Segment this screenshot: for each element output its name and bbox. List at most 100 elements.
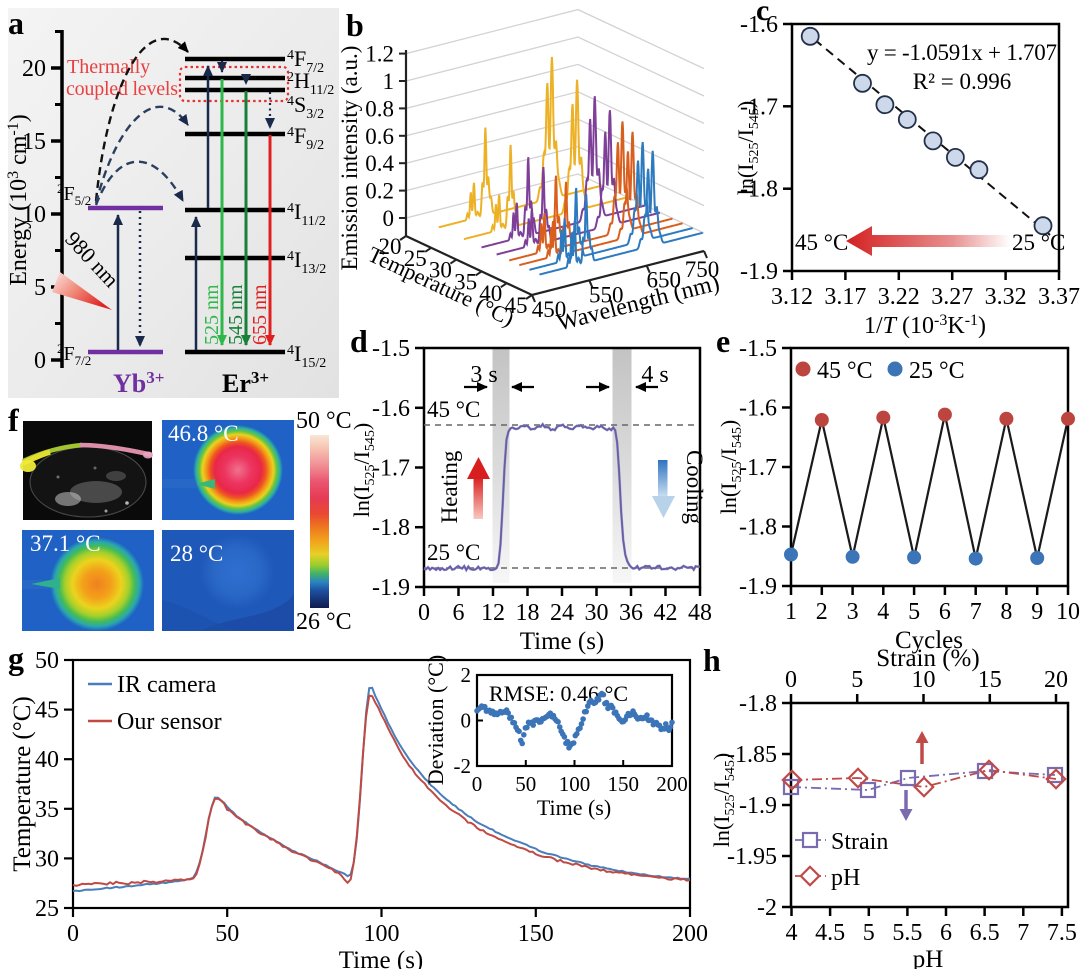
svg-text:25: 25 — [35, 896, 59, 922]
svg-text:0.6: 0.6 — [365, 124, 394, 149]
svg-text:25 °C: 25 °C — [909, 358, 965, 384]
svg-text:-2: -2 — [454, 754, 472, 778]
svg-text:4 s: 4 s — [641, 362, 668, 388]
svg-text:36: 36 — [619, 600, 643, 626]
svg-text:Deviation (°C): Deviation (°C) — [423, 655, 448, 785]
svg-text:Cycles: Cycles — [895, 627, 963, 654]
svg-text:2: 2 — [461, 663, 472, 687]
svg-text:3.22: 3.22 — [878, 284, 920, 310]
svg-text:6: 6 — [940, 920, 952, 946]
svg-text:0: 0 — [383, 206, 395, 231]
svg-text:5: 5 — [908, 599, 920, 625]
svg-text:g: g — [8, 640, 24, 676]
svg-text:5.5: 5.5 — [892, 920, 922, 946]
svg-text:-1.8: -1.8 — [740, 177, 778, 203]
svg-text:200: 200 — [656, 772, 688, 796]
svg-text:3.17: 3.17 — [824, 284, 866, 310]
svg-text:4.5: 4.5 — [815, 920, 845, 946]
svg-text:-2: -2 — [757, 895, 777, 921]
svg-text:Time (s): Time (s) — [339, 947, 424, 969]
svg-text:40: 40 — [35, 747, 59, 773]
svg-text:0.2: 0.2 — [365, 179, 394, 204]
svg-text:y = -1.0591x + 1.707: y = -1.0591x + 1.707 — [867, 40, 1057, 65]
svg-text:Time (s): Time (s) — [537, 795, 611, 820]
svg-text:0: 0 — [34, 348, 46, 374]
svg-text:-1.95: -1.95 — [727, 844, 777, 870]
svg-text:50: 50 — [215, 921, 239, 947]
svg-text:h: h — [703, 642, 721, 678]
svg-text:-1.7: -1.7 — [740, 94, 778, 120]
svg-text:3.37: 3.37 — [1038, 284, 1080, 310]
svg-text:9: 9 — [1031, 599, 1043, 625]
svg-text:12: 12 — [481, 600, 505, 626]
svg-text:d: d — [350, 323, 368, 359]
svg-text:25 °C: 25 °C — [1012, 230, 1065, 255]
svg-text:150: 150 — [518, 921, 554, 947]
svg-text:-1.9: -1.9 — [739, 574, 777, 600]
svg-text:-1.7: -1.7 — [372, 456, 410, 482]
svg-text:50 °C: 50 °C — [296, 408, 352, 434]
svg-text:4F9/2: 4F9/2 — [287, 123, 324, 153]
svg-text:-1.6: -1.6 — [372, 396, 410, 422]
svg-text:e: e — [716, 323, 730, 359]
svg-text:3: 3 — [847, 599, 859, 625]
svg-text:3.27: 3.27 — [931, 284, 973, 310]
svg-text:-1.5: -1.5 — [372, 336, 410, 362]
svg-text:pH: pH — [831, 865, 860, 891]
svg-text:45 °C: 45 °C — [817, 358, 873, 384]
svg-text:1: 1 — [785, 599, 797, 625]
svg-text:48: 48 — [688, 600, 712, 626]
svg-text:0: 0 — [67, 921, 79, 947]
svg-text:45 °C: 45 °C — [427, 397, 480, 422]
svg-text:15: 15 — [22, 129, 46, 155]
svg-text:-1.85: -1.85 — [727, 742, 777, 768]
svg-text:25 °C: 25 °C — [427, 540, 480, 565]
svg-text:750: 750 — [685, 257, 720, 282]
svg-text:Energy (103 cm-1): Energy (103 cm-1) — [5, 114, 32, 286]
svg-text:450: 450 — [532, 297, 567, 322]
svg-text:-1.7: -1.7 — [739, 455, 777, 481]
svg-text:c: c — [756, 0, 769, 27]
svg-text:6.5: 6.5 — [970, 920, 1000, 946]
svg-text:46.8 °C: 46.8 °C — [168, 421, 239, 446]
svg-text:0: 0 — [785, 667, 797, 693]
svg-text:3 s: 3 s — [470, 362, 497, 388]
svg-text:7.5: 7.5 — [1047, 920, 1077, 946]
svg-text:R² = 0.996: R² = 0.996 — [913, 69, 1011, 94]
svg-text:100: 100 — [559, 772, 591, 796]
svg-text:35: 35 — [454, 269, 477, 294]
svg-text:6: 6 — [453, 600, 465, 626]
svg-text:-1.6: -1.6 — [739, 396, 777, 422]
svg-text:-1.9: -1.9 — [739, 793, 777, 819]
svg-text:b: b — [346, 7, 364, 43]
svg-text:10: 10 — [22, 202, 46, 228]
svg-text:-1.8: -1.8 — [739, 515, 777, 541]
svg-text:1.2: 1.2 — [365, 42, 394, 67]
svg-text:1/T (10-3K-1): 1/T (10-3K-1) — [864, 312, 986, 339]
svg-text:ln(I525/I545): ln(I525/I545) — [709, 753, 738, 848]
svg-text:45: 45 — [505, 293, 528, 318]
svg-text:0: 0 — [472, 772, 483, 796]
svg-text:24: 24 — [550, 600, 574, 626]
svg-text:-1.8: -1.8 — [739, 691, 777, 717]
svg-text:30: 30 — [429, 258, 452, 283]
svg-text:1: 1 — [383, 69, 395, 94]
svg-text:-1.9: -1.9 — [372, 575, 410, 601]
svg-text:5: 5 — [34, 275, 46, 301]
svg-text:150: 150 — [607, 772, 639, 796]
svg-text:Thermally: Thermally — [67, 56, 150, 78]
svg-text:3.32: 3.32 — [985, 284, 1027, 310]
svg-text:2H11/2: 2H11/2 — [287, 68, 334, 98]
svg-text:50: 50 — [35, 648, 59, 674]
svg-text:Strain: Strain — [831, 829, 888, 855]
svg-text:525 nm: 525 nm — [201, 284, 223, 345]
svg-text:20: 20 — [379, 234, 402, 259]
svg-text:0.4: 0.4 — [365, 151, 394, 176]
svg-text:Our sensor: Our sensor — [117, 709, 222, 735]
svg-text:25: 25 — [404, 246, 427, 271]
svg-text:ln(I525/I545): ln(I525/I545) — [733, 101, 762, 196]
svg-text:5: 5 — [863, 920, 875, 946]
svg-text:Strain (%): Strain (%) — [876, 645, 979, 672]
svg-text:650: 650 — [646, 268, 681, 293]
svg-text:coupled levels: coupled levels — [66, 78, 178, 100]
